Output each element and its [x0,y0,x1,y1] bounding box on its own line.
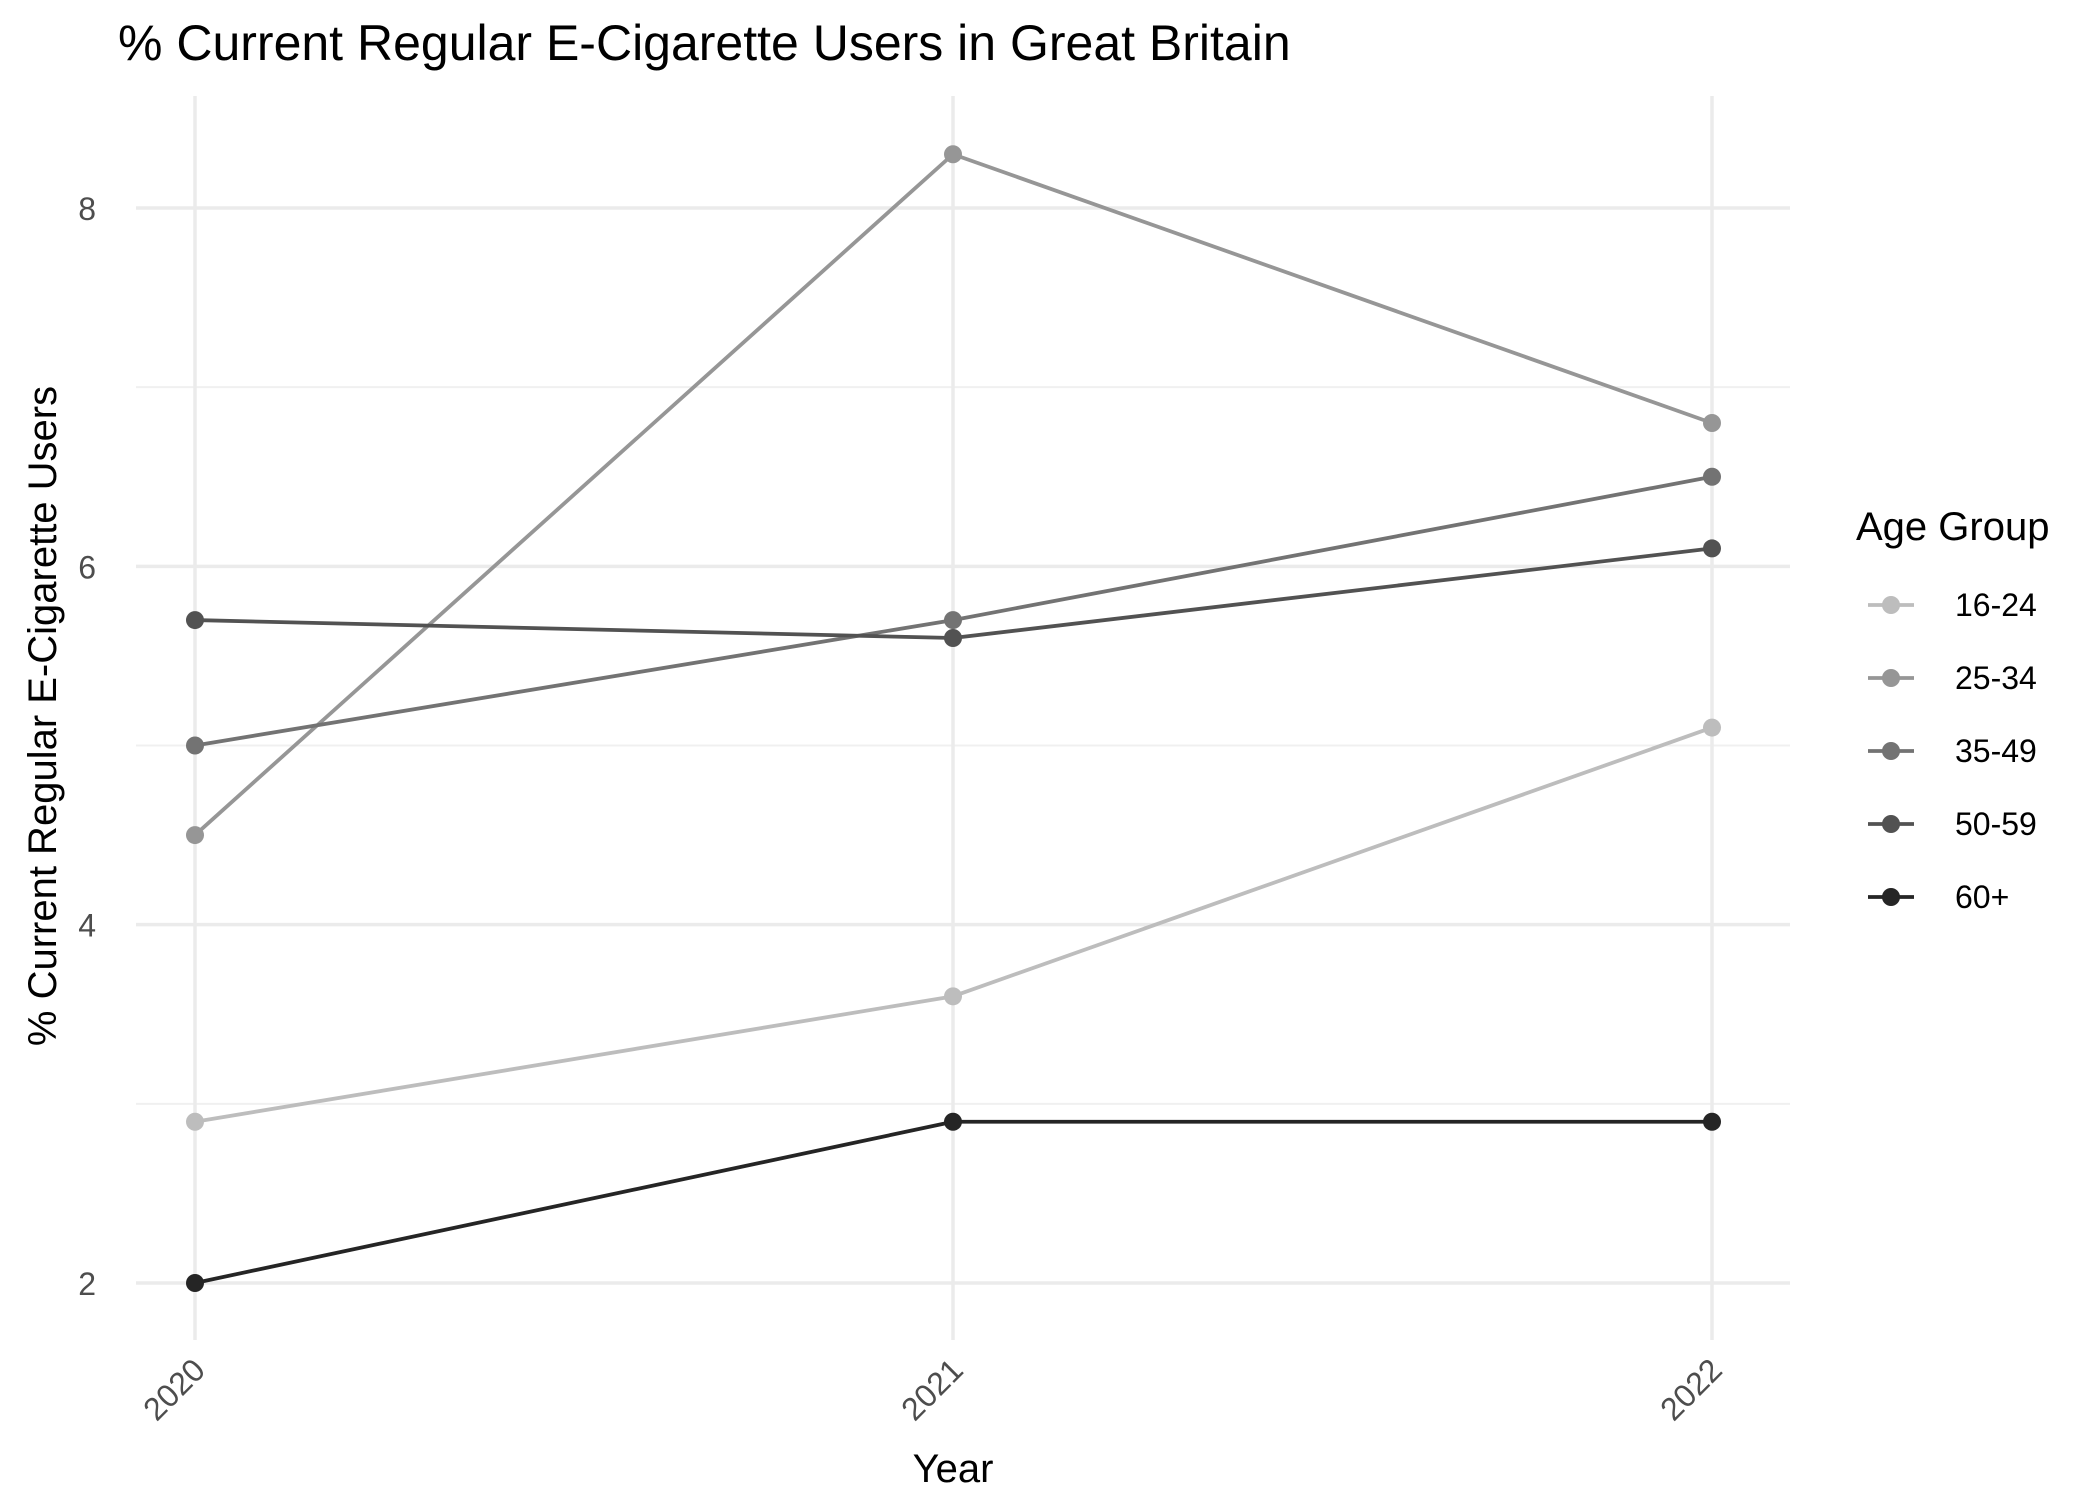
data-point [944,145,962,164]
legend-label: 25-34 [1955,660,2037,696]
legend: Age Group 16-24 25-34 35-49 50-59 60+ [1856,505,2049,915]
y-tick-label: 8 [78,191,96,227]
x-tick-label: 2021 [894,1351,970,1427]
data-point [1703,718,1721,737]
data-point [186,611,204,630]
series-50-59 [186,539,1721,647]
legend-items: 16-24 25-34 35-49 50-59 60+ [1868,587,2037,915]
legend-key-point [1882,815,1900,833]
data-point [944,629,962,647]
x-tick-label: 2022 [1653,1351,1729,1427]
series-25-34 [186,145,1721,845]
legend-label: 50-59 [1955,806,2037,842]
x-axis-ticks: 2020 2021 2022 [136,1351,1729,1427]
data-point [944,987,962,1006]
series-60+ [186,1112,1721,1292]
legend-key-point [1882,596,1900,614]
legend-label: 35-49 [1955,733,2037,769]
legend-item: 60+ [1868,879,2009,915]
legend-item: 50-59 [1868,806,2037,842]
y-axis-ticks: 2 4 6 8 [78,191,96,1302]
series-35-49 [186,467,1721,755]
legend-title: Age Group [1856,505,2049,549]
legend-item: 16-24 [1868,587,2037,623]
legend-item: 25-34 [1868,660,2037,696]
y-axis-label: % Current Regular E-Cigarette Users [21,386,65,1046]
legend-label: 60+ [1955,879,2009,915]
data-point [1703,467,1721,486]
data-point [186,826,204,845]
legend-key-point [1882,888,1900,906]
series-layer [186,145,1721,1292]
grid [136,96,1790,1340]
data-point [186,1274,204,1292]
x-axis-label: Year [913,1447,994,1491]
data-point [944,611,962,630]
legend-label: 16-24 [1955,587,2037,623]
y-tick-label: 6 [78,549,96,585]
legend-item: 35-49 [1868,733,2037,769]
data-point [186,736,204,755]
x-tick-label: 2020 [136,1351,212,1427]
data-point [186,1112,204,1131]
y-tick-label: 4 [78,908,96,944]
data-point [1703,1112,1721,1131]
legend-key-point [1882,742,1900,760]
legend-key-point [1882,669,1900,687]
series-16-24 [186,718,1721,1131]
data-point [944,1112,962,1131]
y-tick-label: 2 [78,1266,96,1302]
data-point [1703,539,1721,558]
chart-title: % Current Regular E-Cigarette Users in G… [118,15,1291,71]
data-point [1703,414,1721,432]
